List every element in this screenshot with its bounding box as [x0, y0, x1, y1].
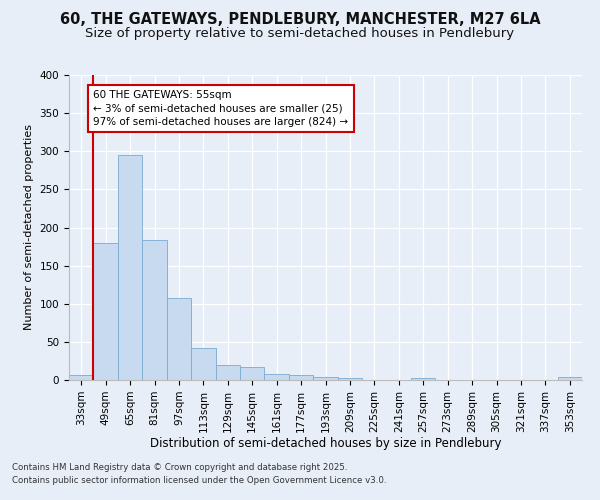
Bar	[240, 367, 265, 380]
Bar	[191, 348, 215, 380]
Bar	[338, 378, 362, 380]
Bar	[313, 377, 338, 380]
Bar	[94, 243, 118, 380]
Bar	[69, 374, 94, 380]
Bar	[142, 240, 167, 380]
Text: Contains HM Land Registry data © Crown copyright and database right 2025.: Contains HM Land Registry data © Crown c…	[12, 462, 347, 471]
X-axis label: Distribution of semi-detached houses by size in Pendlebury: Distribution of semi-detached houses by …	[150, 438, 501, 450]
Bar	[215, 365, 240, 380]
Bar	[411, 378, 436, 380]
Bar	[265, 374, 289, 380]
Y-axis label: Number of semi-detached properties: Number of semi-detached properties	[24, 124, 34, 330]
Bar	[167, 298, 191, 380]
Text: Contains public sector information licensed under the Open Government Licence v3: Contains public sector information licen…	[12, 476, 386, 485]
Bar	[118, 155, 142, 380]
Text: Size of property relative to semi-detached houses in Pendlebury: Size of property relative to semi-detach…	[85, 28, 515, 40]
Text: 60 THE GATEWAYS: 55sqm
← 3% of semi-detached houses are smaller (25)
97% of semi: 60 THE GATEWAYS: 55sqm ← 3% of semi-deta…	[94, 90, 349, 126]
Text: 60, THE GATEWAYS, PENDLEBURY, MANCHESTER, M27 6LA: 60, THE GATEWAYS, PENDLEBURY, MANCHESTER…	[59, 12, 541, 28]
Bar	[289, 376, 313, 380]
Bar	[557, 377, 582, 380]
